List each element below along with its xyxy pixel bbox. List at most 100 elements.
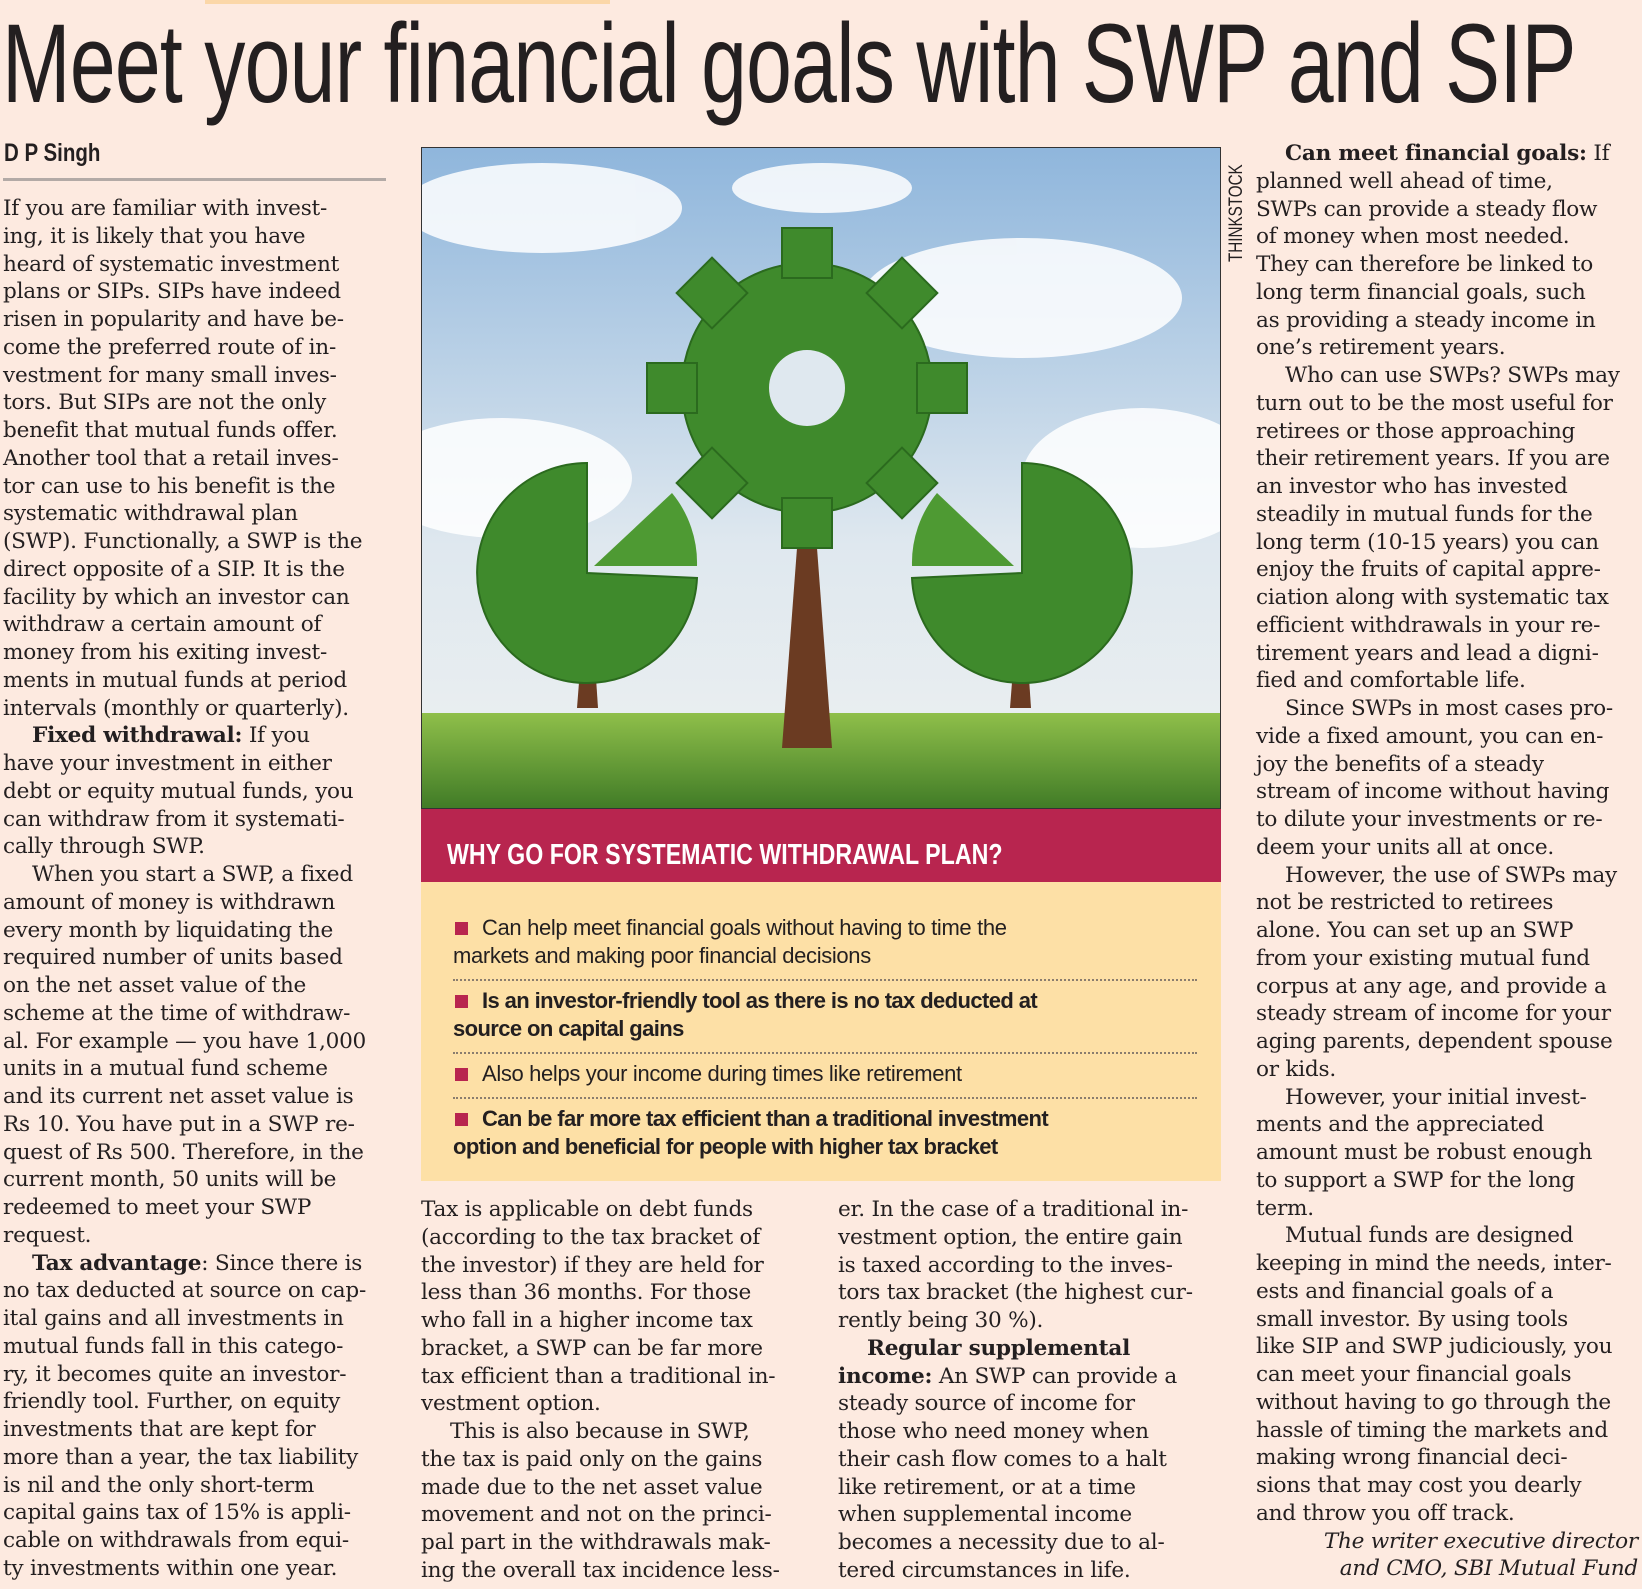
paragraph-lead: income:: [838, 1363, 933, 1389]
text-line: money from his exiting invest-: [3, 640, 328, 665]
text-line: steadily in mutual funds for the: [1256, 501, 1593, 527]
paragraph: Fixed withdrawal: If you have your invest…: [3, 722, 366, 861]
square-bullet-icon: [455, 921, 468, 935]
text-line: made due to the net asset value: [421, 1474, 763, 1500]
text-line: more than a year, the tax liability: [3, 1444, 359, 1470]
bullet-line: source on capital gains: [453, 1016, 684, 1041]
text-line: the investor) if they are held for: [421, 1252, 764, 1278]
text-line: However, your initial invest-: [1285, 1084, 1587, 1110]
text-line: mutual funds fall in this catego-: [3, 1333, 344, 1359]
text-line: planned well ahead of time,: [1256, 168, 1553, 194]
text-line: Rs 10. You have put in a SWP re-: [3, 1111, 355, 1137]
article-column-3: er. In the case of a traditional in-vest…: [838, 1196, 1193, 1585]
text-line: direct opposite of a SIP. It is the: [3, 556, 345, 582]
text-line: tor can use to his benefit is the: [3, 473, 336, 499]
text-line: (SWP). Functionally, a SWP is the: [3, 529, 363, 554]
text-line: movement and not on the princi-: [421, 1502, 772, 1528]
text-line: ty investments within one year.: [3, 1555, 338, 1581]
text-line: on the net asset value of the: [3, 973, 307, 998]
sidebar-box: Can help meet financial goals without ha…: [421, 882, 1221, 1181]
sidebar-box-title: WHY GO FOR SYSTEMATIC WITHDRAWAL PLAN?: [447, 839, 1003, 871]
text-line: redeemed to meet your SWP: [3, 1195, 312, 1220]
paragraph: If you are familiar with invest-ing, it …: [3, 195, 366, 722]
square-bullet-icon: [455, 1067, 468, 1081]
bullet-line: Also helps your income during times like…: [453, 1060, 1197, 1088]
text-line: scheme at the time of withdraw-: [3, 1000, 351, 1026]
text-line: heard of systematic investment: [3, 251, 340, 277]
text-line: withdraw a certain amount of: [3, 612, 322, 638]
text-line: to support a SWP for the long: [1256, 1167, 1575, 1193]
text-line: Tax advantage: Since there is: [32, 1250, 363, 1276]
text-line: those who need money when: [838, 1419, 1149, 1444]
text-line: bracket, a SWP can be far more: [421, 1335, 763, 1361]
text-line: can withdraw from it systemati-: [3, 806, 345, 832]
text-line: ests and financial goals of a: [1256, 1278, 1554, 1304]
text-line: have your investment in either: [3, 751, 332, 776]
sidebar-bullet: Can help meet financial goals without ha…: [453, 908, 1197, 981]
text-line: ing, it is likely that you have: [3, 223, 306, 249]
text-line: amount must be robust enough: [1256, 1140, 1593, 1165]
text-line: vestment option, the entire gain: [838, 1224, 1183, 1250]
text-line: stream of income without having: [1256, 779, 1610, 805]
text-line: benefit that mutual funds offer.: [3, 418, 338, 443]
text-line: They can therefore be linked to: [1256, 252, 1593, 277]
square-bullet-icon: [455, 1112, 468, 1126]
text-line: when supplemental income: [838, 1502, 1132, 1528]
text-line: tors. But SIPs are not the only: [3, 390, 327, 416]
text-line: ry, it becomes quite an investor-: [3, 1361, 347, 1387]
sidebar-bullet: Also helps your income during times like…: [453, 1054, 1197, 1099]
paragraph: Tax is applicable on debt funds (accordin…: [421, 1196, 780, 1418]
text-line: can meet your financial goals: [1256, 1362, 1572, 1387]
text-line: Tax is applicable on debt funds: [421, 1197, 753, 1222]
text-line: or kids.: [1256, 1056, 1336, 1082]
text-line: less than 36 months. For those: [421, 1280, 751, 1306]
paragraph: However, the use of SWPs may not be restr…: [1256, 862, 1638, 1084]
text-line: risen in popularity and have be-: [3, 307, 344, 332]
text-line: their retirement years. If you are: [1256, 446, 1610, 472]
text-line: vide a fixed amount, you can en-: [1256, 723, 1604, 749]
text-line: fied and comfortable life.: [1256, 668, 1526, 694]
text-line: friendly tool. Further, on equity: [3, 1389, 341, 1415]
text-line: units in a mutual fund scheme: [3, 1056, 328, 1082]
bullet-line: markets and making poor financial decisi…: [453, 943, 871, 968]
text-line: corpus at any age, and provide a: [1256, 973, 1607, 999]
text-line: ciation along with systematic tax: [1256, 585, 1609, 610]
text-line: becomes a necessity due to al-: [838, 1530, 1165, 1555]
paragraph-lead: Tax advantage: [32, 1250, 202, 1276]
bullet-line: Can help meet financial goals without ha…: [453, 914, 1197, 942]
text-line: ments and the appreciated: [1256, 1112, 1545, 1138]
text-line: tirement years and lead a digni-: [1256, 640, 1599, 666]
paragraph-lead: Regular supplemental: [867, 1335, 1131, 1361]
text-line: tered circumstances in life.: [838, 1557, 1131, 1583]
author-note-line: and CMO, SBI Mutual Fund: [1339, 1556, 1638, 1582]
article-column-2: Tax is applicable on debt funds (accordin…: [421, 1196, 780, 1585]
text-line: capital gains tax of 15% is appli-: [3, 1500, 351, 1526]
text-line: rently being 30 %).: [838, 1308, 1044, 1333]
text-line: no tax deducted at source on cap-: [3, 1278, 367, 1304]
text-line: deem your units all at once.: [1256, 834, 1554, 860]
bullet-line: Is an investor-friendly tool as there is…: [453, 987, 1197, 1015]
paragraph: When you start a SWP, a fixed amount of m…: [3, 861, 366, 1250]
paragraph: Mutual funds are designed keeping in mind…: [1256, 1222, 1638, 1527]
text-line: making wrong financial deci-: [1256, 1445, 1568, 1471]
text-line: from your existing mutual fund: [1256, 945, 1590, 971]
text-line: enjoy the fruits of capital appre-: [1256, 557, 1601, 583]
text-line: request.: [3, 1222, 92, 1248]
square-bullet-icon: [455, 994, 468, 1008]
paragraph: This is also because in SWP, the tax is p…: [421, 1418, 780, 1585]
text-line: income: An SWP can provide a: [838, 1363, 1177, 1389]
text-line: Fixed withdrawal: If you: [32, 723, 310, 749]
text-line: debt or equity mutual funds, you: [3, 778, 354, 804]
text-line: without having to go through the: [1256, 1389, 1611, 1415]
text-line: long term (10-15 years) you can: [1256, 529, 1599, 555]
text-line: come the preferred route of in-: [3, 334, 337, 360]
text-line: retirees or those approaching: [1256, 418, 1576, 444]
text-line: joy the benefits of a steady: [1256, 751, 1544, 777]
text-line: systematic withdrawal plan: [3, 501, 298, 527]
text-line: long term financial goals, such: [1256, 279, 1586, 305]
text-line: investments that are kept for: [3, 1417, 316, 1442]
text-line: al. For example — you have 1,000: [3, 1028, 367, 1054]
text-line: who fall in a higher income tax: [421, 1308, 753, 1333]
text-line: like SIP and SWP judiciously, you: [1256, 1334, 1613, 1360]
text-line: This is also because in SWP,: [450, 1419, 750, 1444]
